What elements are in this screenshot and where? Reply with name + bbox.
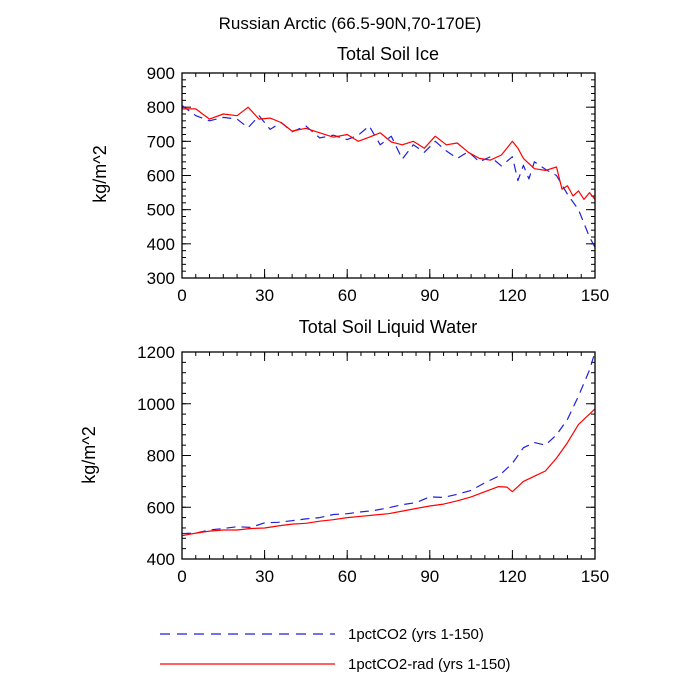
y-tick-label: 600: [147, 167, 175, 186]
y-tick-label: 600: [147, 498, 175, 517]
x-tick-label: 60: [338, 286, 357, 305]
y-tick-label: 800: [147, 447, 175, 466]
y-axis-label-soil-water: kg/m^2: [79, 426, 99, 483]
x-tick-label: 150: [581, 567, 609, 586]
series-line-1pctco2: [181, 351, 596, 535]
series-lines-soil-ice: [181, 105, 596, 248]
ticks-soil-water: 400 600 800 1000 1200 0 30 60 90 120 150: [137, 343, 609, 586]
x-tick-label: 0: [177, 567, 186, 586]
y-tick-label: 1000: [137, 395, 175, 414]
ticks-soil-ice: 300 400 500 600 700 800 900 0 30 60 90 120 150: [147, 64, 610, 305]
y-tick-label: 1200: [137, 343, 175, 362]
figure-title: Russian Arctic (66.5-90N,70-170E): [219, 14, 482, 33]
x-tick-label: 150: [581, 286, 609, 305]
y-tick-label: 300: [147, 269, 175, 288]
x-tick-label: 120: [498, 567, 526, 586]
chart-total-soil-ice: Total Soil Ice kg/m^2 300400500600700800…: [90, 44, 609, 305]
plot-frame-soil-ice: [181, 72, 596, 279]
x-tick-label: 30: [255, 567, 274, 586]
x-tick-label: 120: [498, 286, 526, 305]
legend: 1pctCO2 (yrs 1-150) 1pctCO2-rad (yrs 1-1…: [160, 626, 511, 673]
x-tick-label: 90: [420, 286, 439, 305]
y-tick-label: 900: [147, 64, 175, 83]
plot-frame-soil-water: [181, 351, 596, 560]
chart-title-soil-ice: Total Soil Ice: [337, 44, 439, 64]
y-tick-label: 500: [147, 201, 175, 220]
y-tick-label: 700: [147, 132, 175, 151]
x-tick-label: 60: [338, 567, 357, 586]
series-lines-soil-water: [181, 351, 596, 537]
y-axis-label-soil-ice: kg/m^2: [90, 145, 110, 202]
legend-label-1pctco2-rad: 1pctCO2-rad (yrs 1-150): [348, 656, 511, 673]
x-tick-label: 90: [420, 567, 439, 586]
y-tick-label: 800: [147, 98, 175, 117]
series-line-1pctco2-rad: [181, 408, 596, 537]
y-tick-label: 400: [147, 550, 175, 569]
legend-label-1pctco2: 1pctCO2 (yrs 1-150): [348, 626, 484, 643]
y-tick-label: 400: [147, 235, 175, 254]
series-line-1pctco2: [181, 105, 596, 248]
chart-title-soil-water: Total Soil Liquid Water: [299, 317, 477, 337]
series-line-1pctco2-rad: [182, 106, 596, 200]
x-tick-label: 30: [255, 286, 274, 305]
x-tick-label: 0: [177, 286, 186, 305]
chart-total-soil-liquid-water: Total Soil Liquid Water kg/m^2 400600800…: [79, 317, 609, 586]
